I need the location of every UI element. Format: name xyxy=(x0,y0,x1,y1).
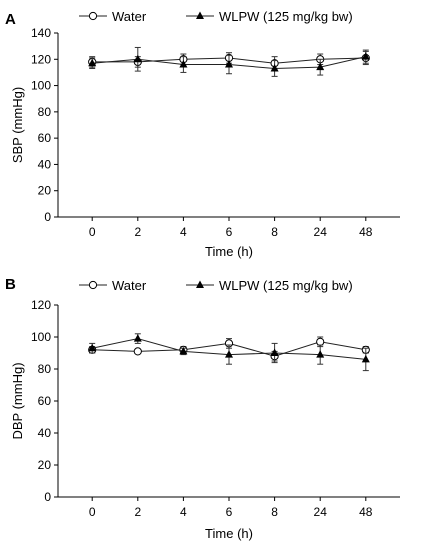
panel-label: B xyxy=(5,276,16,293)
y-tick-label: 140 xyxy=(31,26,51,40)
data-point-wlpw xyxy=(361,354,370,363)
x-tick-label: 8 xyxy=(271,225,278,239)
legend-marker-water xyxy=(88,280,98,290)
data-point-wlpw xyxy=(270,348,279,356)
legend-label-water: Water xyxy=(112,278,147,293)
y-tick-label: 20 xyxy=(38,184,52,198)
y-tick-label: 0 xyxy=(44,490,51,504)
y-tick-label: 100 xyxy=(31,79,51,93)
panel-label: A xyxy=(5,11,16,28)
data-point-wlpw xyxy=(225,60,233,68)
y-tick-label: 40 xyxy=(38,157,52,171)
data-point-wlpw xyxy=(179,60,188,68)
x-tick-label: 6 xyxy=(226,505,233,519)
y-tick-label: 120 xyxy=(31,298,51,312)
data-point-wlpw xyxy=(88,58,97,67)
x-tick-label: 24 xyxy=(314,505,328,519)
x-tick-label: 48 xyxy=(359,225,373,239)
y-axis-title: DBP (mmHg) xyxy=(10,362,25,439)
y-tick-label: 40 xyxy=(38,426,52,440)
x-tick-label: 2 xyxy=(134,225,141,239)
data-point-wlpw xyxy=(225,350,233,358)
data-point-wlpw xyxy=(316,350,325,358)
y-tick-label: 100 xyxy=(31,330,51,344)
x-tick-label: 0 xyxy=(89,225,96,239)
data-point-wlpw xyxy=(361,52,370,60)
x-tick-label: 24 xyxy=(314,225,328,239)
x-tick-label: 48 xyxy=(359,505,373,519)
y-tick-label: 60 xyxy=(38,131,52,145)
data-point-wlpw xyxy=(133,334,142,342)
x-tick-label: 4 xyxy=(180,225,187,239)
x-tick-label: 4 xyxy=(180,505,187,519)
legend-marker-water xyxy=(88,11,98,21)
data-point-wlpw xyxy=(316,62,325,71)
y-tick-label: 0 xyxy=(44,210,51,224)
x-tick-label: 6 xyxy=(226,225,233,239)
legend-marker-wlpw xyxy=(196,11,204,19)
y-tick-label: 80 xyxy=(38,362,52,376)
x-tick-label: 8 xyxy=(271,505,278,519)
x-axis-title: Time (h) xyxy=(205,244,253,259)
data-point-water xyxy=(316,337,325,346)
y-tick-label: 120 xyxy=(31,52,51,66)
data-point-water xyxy=(133,347,142,356)
y-tick-label: 60 xyxy=(38,394,52,408)
legend-label-wlpw: WLPW (125 mg/kg bw) xyxy=(219,9,353,24)
data-point-wlpw xyxy=(133,54,142,63)
legend-marker-wlpw xyxy=(196,280,204,288)
legend-label-water: Water xyxy=(112,9,147,24)
legend-label-wlpw: WLPW (125 mg/kg bw) xyxy=(219,278,353,293)
x-tick-label: 0 xyxy=(89,505,96,519)
y-tick-label: 20 xyxy=(38,458,52,472)
x-axis-title: Time (h) xyxy=(205,526,253,541)
data-point-wlpw xyxy=(179,346,188,355)
x-tick-label: 2 xyxy=(134,505,141,519)
data-point-wlpw xyxy=(270,63,279,72)
y-tick-label: 80 xyxy=(38,105,52,119)
data-point-wlpw xyxy=(88,343,97,352)
y-axis-title: SBP (mmHg) xyxy=(10,87,25,163)
